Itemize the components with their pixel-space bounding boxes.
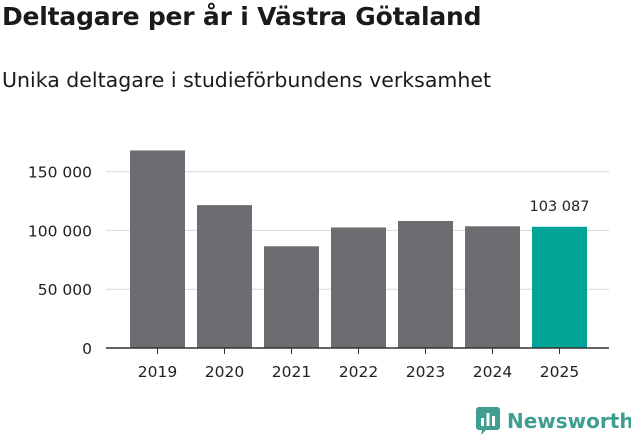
x-tick-label: 2019 <box>138 363 177 381</box>
y-tick-label: 0 <box>82 340 92 358</box>
chart-subtitle: Unika deltagare i studieförbundens verks… <box>2 68 492 92</box>
bar <box>264 246 319 348</box>
x-tick-label: 2022 <box>339 363 378 381</box>
bar <box>465 226 520 348</box>
y-tick-label: 150 000 <box>28 164 92 182</box>
x-tick-label: 2025 <box>540 363 579 381</box>
bar <box>130 150 185 348</box>
newsworthy-logo-icon <box>476 407 500 435</box>
bar <box>532 226 587 348</box>
chart-title: Deltagare per år i Västra Götaland <box>2 2 482 31</box>
bar <box>331 227 386 348</box>
y-tick-label: 100 000 <box>28 222 92 240</box>
brand-name: Newsworthy <box>507 409 631 433</box>
x-tick-label: 2023 <box>406 363 445 381</box>
brand-logo: Newsworthy <box>476 405 631 437</box>
bar-chart: 0 50 000 100 000 150 000 2019 2020 2021 2022 202… <box>28 150 609 381</box>
x-tick-label: 2021 <box>272 363 311 381</box>
x-tick-label: 2024 <box>473 363 512 381</box>
x-tick-label: 2020 <box>205 363 244 381</box>
bar <box>197 205 252 348</box>
data-label: 103 087 <box>530 199 590 215</box>
y-tick-label: 50 000 <box>38 281 92 299</box>
bar <box>398 220 453 348</box>
